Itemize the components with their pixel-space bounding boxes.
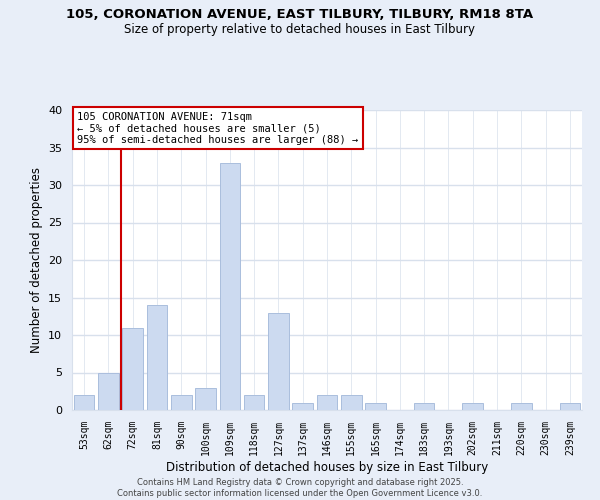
Bar — [292, 402, 313, 410]
Bar — [146, 305, 167, 410]
Bar — [317, 395, 337, 410]
Bar — [98, 372, 119, 410]
Bar — [268, 312, 289, 410]
Bar — [414, 402, 434, 410]
Bar — [463, 402, 483, 410]
Bar — [171, 395, 191, 410]
Y-axis label: Number of detached properties: Number of detached properties — [29, 167, 43, 353]
Bar — [244, 395, 265, 410]
Bar — [122, 328, 143, 410]
Bar — [195, 388, 216, 410]
Bar — [560, 402, 580, 410]
Text: 105, CORONATION AVENUE, EAST TILBURY, TILBURY, RM18 8TA: 105, CORONATION AVENUE, EAST TILBURY, TI… — [67, 8, 533, 20]
Bar — [74, 395, 94, 410]
Text: Contains HM Land Registry data © Crown copyright and database right 2025.
Contai: Contains HM Land Registry data © Crown c… — [118, 478, 482, 498]
Bar — [220, 162, 240, 410]
Bar — [365, 402, 386, 410]
Bar — [341, 395, 362, 410]
X-axis label: Distribution of detached houses by size in East Tilbury: Distribution of detached houses by size … — [166, 460, 488, 473]
Bar — [511, 402, 532, 410]
Text: 105 CORONATION AVENUE: 71sqm
← 5% of detached houses are smaller (5)
95% of semi: 105 CORONATION AVENUE: 71sqm ← 5% of det… — [77, 112, 358, 144]
Text: Size of property relative to detached houses in East Tilbury: Size of property relative to detached ho… — [125, 22, 476, 36]
